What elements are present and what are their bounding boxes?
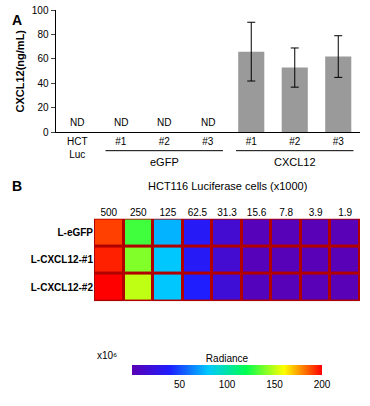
- svg-text:100: 100: [219, 379, 236, 390]
- svg-text:#2: #2: [289, 136, 301, 147]
- svg-text:7.8: 7.8: [279, 207, 293, 218]
- svg-text:150: 150: [266, 379, 283, 390]
- svg-text:62.5: 62.5: [188, 207, 208, 218]
- svg-text:200: 200: [314, 379, 331, 390]
- svg-text:3.9: 3.9: [309, 207, 323, 218]
- svg-text:500: 500: [100, 207, 117, 218]
- svg-text:x10⁶: x10⁶: [97, 350, 117, 361]
- svg-text:eGFP: eGFP: [150, 156, 179, 168]
- svg-text:60: 60: [37, 53, 49, 64]
- svg-text:L-eGFP: L-eGFP: [57, 227, 93, 238]
- svg-text:CXCL12: CXCL12: [274, 156, 316, 168]
- svg-text:Radiance: Radiance: [206, 353, 249, 364]
- svg-text:ND: ND: [157, 117, 171, 128]
- svg-text:20: 20: [37, 102, 49, 113]
- svg-text:40: 40: [37, 78, 49, 89]
- svg-text:31.3: 31.3: [217, 207, 237, 218]
- svg-text:80: 80: [37, 29, 49, 40]
- svg-text:CXCL12(ng/mL): CXCL12(ng/mL): [14, 30, 26, 113]
- svg-text:50: 50: [174, 379, 186, 390]
- svg-text:L-CXCL12-#1: L-CXCL12-#1: [31, 254, 94, 265]
- svg-text:0: 0: [43, 127, 49, 138]
- svg-text:15.6: 15.6: [247, 207, 267, 218]
- svg-text:HCT116 Luciferase cells (x1000: HCT116 Luciferase cells (x1000): [148, 180, 307, 192]
- svg-text:ND: ND: [114, 117, 128, 128]
- svg-text:100: 100: [32, 5, 49, 16]
- svg-text:B: B: [12, 178, 22, 194]
- svg-text:ND: ND: [201, 117, 215, 128]
- svg-text:#1: #1: [246, 136, 258, 147]
- svg-text:125: 125: [160, 207, 177, 218]
- svg-text:ND: ND: [70, 117, 84, 128]
- svg-text:HCTLuc: HCTLuc: [67, 136, 88, 160]
- svg-text:1.9: 1.9: [338, 207, 352, 218]
- svg-text:#1: #1: [115, 136, 127, 147]
- svg-text:#3: #3: [333, 136, 345, 147]
- svg-text:250: 250: [130, 207, 147, 218]
- svg-text:A: A: [12, 12, 22, 28]
- svg-text:#2: #2: [159, 136, 171, 147]
- svg-text:#3: #3: [202, 136, 214, 147]
- svg-text:L-CXCL12-#2: L-CXCL12-#2: [31, 282, 94, 293]
